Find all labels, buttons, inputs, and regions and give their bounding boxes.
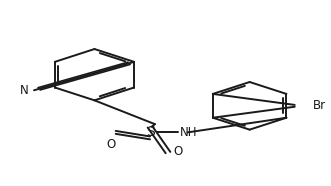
- Text: N: N: [20, 84, 28, 97]
- Text: S: S: [146, 125, 154, 139]
- Text: O: O: [106, 138, 116, 151]
- Text: O: O: [174, 145, 183, 158]
- Text: Br: Br: [313, 99, 326, 112]
- Text: NH: NH: [179, 126, 197, 139]
